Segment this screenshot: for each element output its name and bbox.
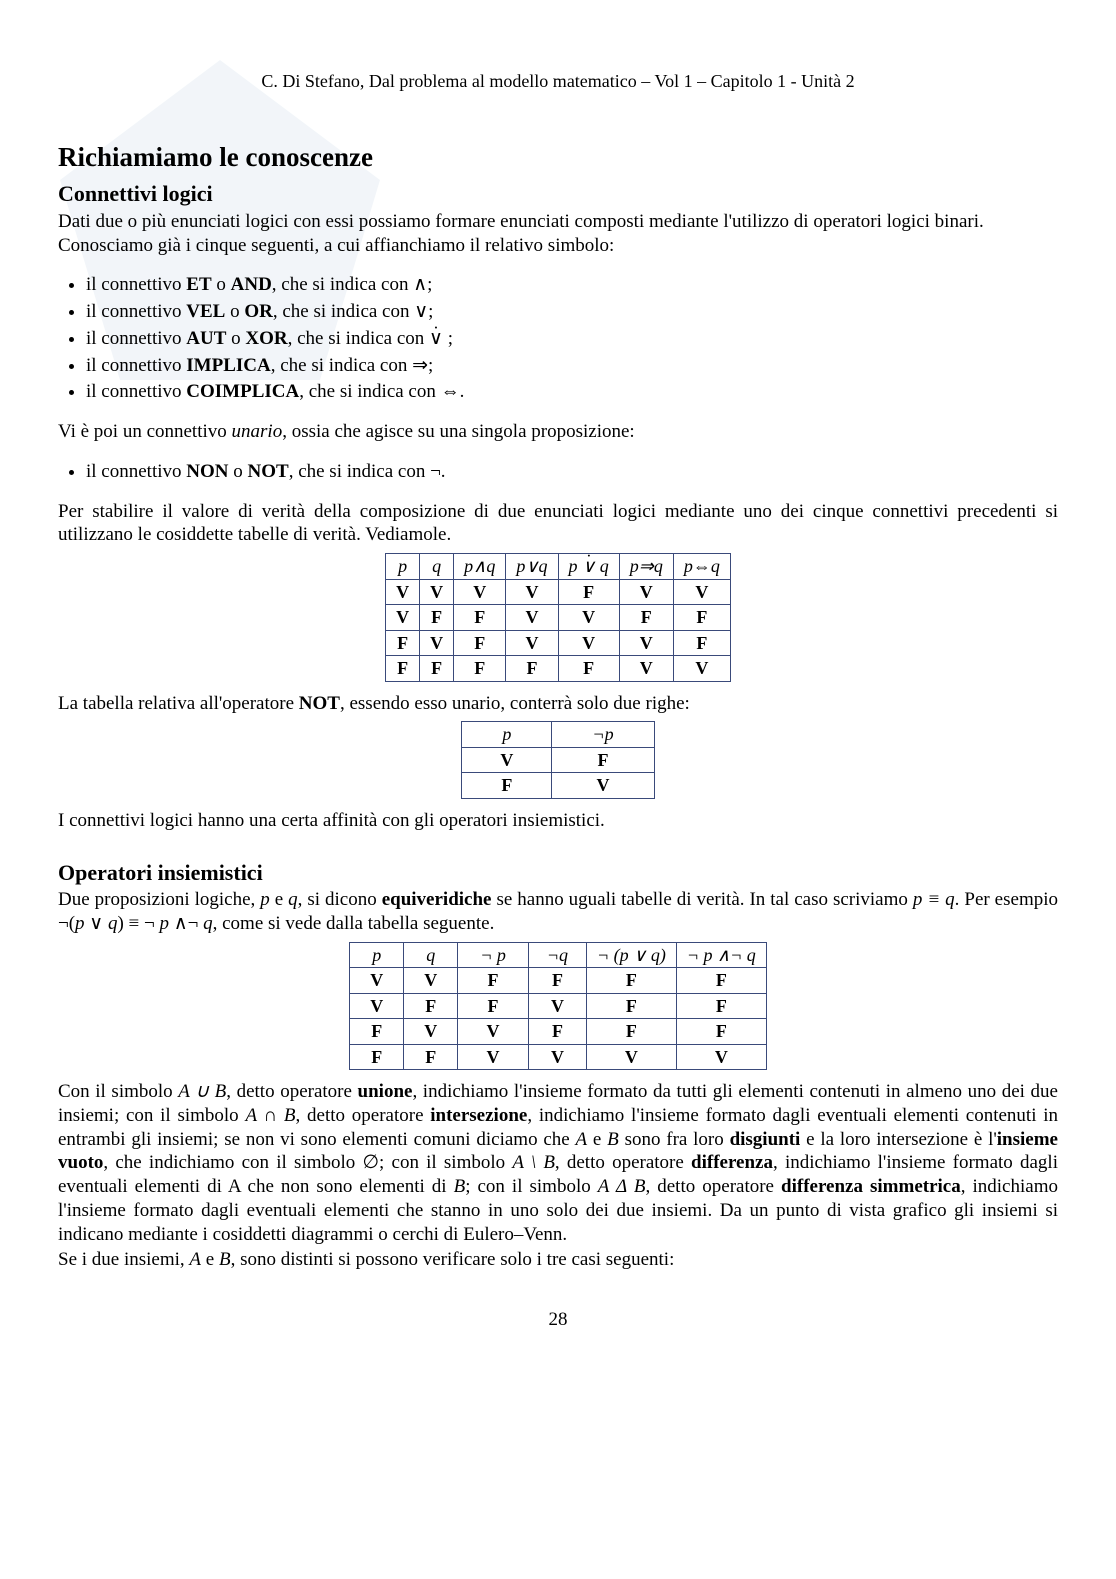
unary-list: il connettivo NON o NOT, che si indica c… bbox=[58, 460, 1058, 484]
subsection-title-2: Operatori insiemistici bbox=[58, 859, 1058, 887]
table-row: FVFVVVF bbox=[386, 630, 731, 656]
table-row: VFFVFF bbox=[350, 993, 767, 1019]
connective-et: il connettivo ET o AND, che si indica co… bbox=[86, 273, 1058, 297]
table-row: VFFVVFF bbox=[386, 605, 731, 631]
truth-table-not: p ¬p VF FV bbox=[461, 721, 654, 799]
connective-non: il connettivo NON o NOT, che si indica c… bbox=[86, 460, 1058, 484]
connectives-list: il connettivo ET o AND, che si indica co… bbox=[58, 273, 1058, 404]
table-row: VVFFFF bbox=[350, 968, 767, 994]
page-header: C. Di Stefano, Dal problema al modello m… bbox=[58, 70, 1058, 93]
connective-aut: il connettivo AUT o XOR, che si indica c… bbox=[86, 327, 1058, 351]
truth-table-intro: Per stabilire il valore di verità della … bbox=[58, 500, 1058, 548]
truth-table-demorgan: p q ¬ p ¬q ¬ (p ∨ q) ¬ p ∧¬ q VVFFFF VFF… bbox=[349, 942, 767, 1071]
three-cases-paragraph: Se i due insiemi, A e B, sono distinti s… bbox=[58, 1248, 1058, 1272]
connective-implica: il connettivo IMPLICA, che si indica con… bbox=[86, 354, 1058, 378]
table-row: FFVVVV bbox=[350, 1044, 767, 1070]
section-title: Richiamiamo le conoscenze bbox=[58, 141, 1058, 175]
table-row: VVVVFVV bbox=[386, 579, 731, 605]
table-row: VF bbox=[462, 747, 654, 773]
affinity-paragraph: I connettivi logici hanno una certa affi… bbox=[58, 809, 1058, 833]
intro-paragraph: Dati due o più enunciati logici con essi… bbox=[58, 210, 1058, 258]
connective-vel: il connettivo VEL o OR, che si indica co… bbox=[86, 300, 1058, 324]
table-row: FVVFFF bbox=[350, 1019, 767, 1045]
not-table-intro: La tabella relativa all'operatore NOT, e… bbox=[58, 692, 1058, 716]
set-operators-paragraph: Con il simbolo A ∪ B, detto operatore un… bbox=[58, 1080, 1058, 1246]
page-number: 28 bbox=[58, 1308, 1058, 1332]
subsection-title: Connettivi logici bbox=[58, 180, 1058, 208]
table-row: FFFFFVV bbox=[386, 656, 731, 682]
connective-coimplica: il connettivo COIMPLICA, che si indica c… bbox=[86, 380, 1058, 404]
unary-intro: Vi è poi un connettivo unario, ossia che… bbox=[58, 420, 1058, 444]
equiveridiche-paragraph: Due proposizioni logiche, p e q, si dico… bbox=[58, 888, 1058, 936]
table-row: FV bbox=[462, 773, 654, 799]
truth-table-binary: p q p∧q p∨q p ∨ q p⇒q p⇔q VVVVFVV VFFVVF… bbox=[385, 553, 731, 682]
